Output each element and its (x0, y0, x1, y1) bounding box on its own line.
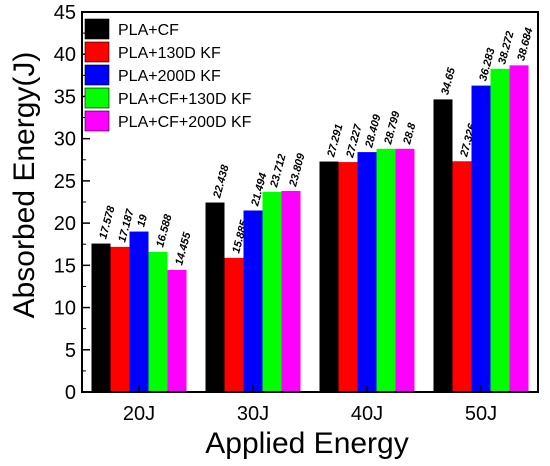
bar (319, 161, 339, 392)
legend-swatch (84, 41, 110, 63)
data-label: 23.809 (287, 151, 308, 188)
x-tick-label: 30J (237, 403, 269, 425)
y-tick-label: 35 (54, 86, 76, 108)
data-label: 23.712 (268, 153, 289, 190)
y-axis-title: Absorbed Energy(J) (8, 52, 41, 319)
y-tick-label: 30 (54, 129, 76, 151)
bar (205, 202, 225, 392)
bar (376, 148, 396, 392)
bar (509, 65, 529, 392)
bar (148, 251, 168, 392)
y-tick-label: 20 (54, 213, 76, 235)
data-label: 38.684 (515, 26, 535, 62)
legend-label: PLA+200D KF (118, 68, 221, 85)
x-tick-label: 50J (465, 403, 497, 425)
data-label: 27.291 (325, 123, 346, 160)
bar (281, 190, 301, 392)
data-label: 28.8 (401, 121, 419, 147)
x-axis-title: Applied Energy (205, 427, 408, 460)
bar (395, 148, 415, 392)
bar (129, 231, 149, 392)
legend-label: PLA+CF (118, 22, 179, 39)
data-label: 19 (135, 213, 150, 229)
data-label: 17.578 (97, 204, 118, 240)
legend-swatch (84, 18, 110, 40)
bar (471, 85, 491, 392)
bar (357, 152, 377, 392)
bar (490, 68, 510, 393)
bar (167, 269, 187, 392)
y-tick-label: 10 (54, 298, 76, 320)
legend-swatch (84, 64, 110, 86)
bar (110, 246, 130, 392)
x-tick-label: 20J (123, 403, 155, 425)
legend-swatch (84, 87, 110, 109)
data-label: 14.455 (173, 230, 194, 266)
bar (262, 191, 282, 392)
bar (452, 161, 472, 392)
bar (433, 99, 453, 393)
legend-swatch (84, 110, 110, 132)
y-tick-label: 15 (54, 255, 76, 277)
bar (224, 257, 244, 392)
data-label: 38.272 (496, 30, 516, 66)
y-tick-label: 40 (54, 44, 76, 66)
y-tick-label: 25 (54, 171, 76, 193)
data-label: 28.409 (363, 112, 384, 149)
y-tick-label: 45 (54, 2, 76, 24)
data-label: 22.438 (211, 163, 232, 200)
y-tick-label: 0 (65, 382, 76, 404)
bar (91, 243, 111, 392)
y-tick-label: 5 (65, 340, 76, 362)
legend-label: PLA+CF+130D KF (118, 91, 252, 108)
data-label: 34.65 (439, 66, 458, 97)
legend-label: PLA+130D KF (118, 45, 221, 62)
x-tick-label: 40J (351, 403, 383, 425)
bar (243, 210, 263, 392)
data-label: 16.588 (154, 212, 175, 248)
data-label: 28.799 (382, 109, 403, 146)
legend-label: PLA+CF+200D KF (118, 114, 252, 131)
bar (338, 162, 358, 392)
